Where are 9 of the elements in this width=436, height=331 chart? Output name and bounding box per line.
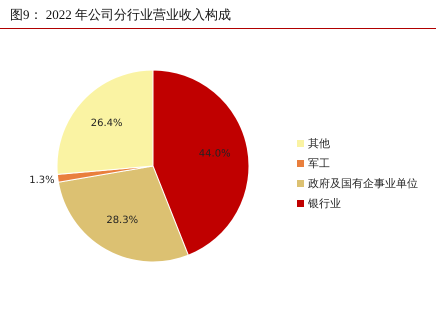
data-label: 26.4% (90, 118, 123, 130)
legend-label: 军工 (308, 157, 330, 170)
chart-title: 图9： 2022 年公司分行业营业收入构成 (0, 0, 436, 29)
data-label: 44.0% (198, 148, 231, 160)
data-label: 28.3% (106, 215, 138, 226)
data-label: 1.3% (29, 174, 55, 186)
legend-label: 政府及国有企事业单位 (308, 177, 418, 190)
legend-label: 银行业 (308, 197, 341, 210)
legend-label: 其他 (308, 137, 330, 150)
